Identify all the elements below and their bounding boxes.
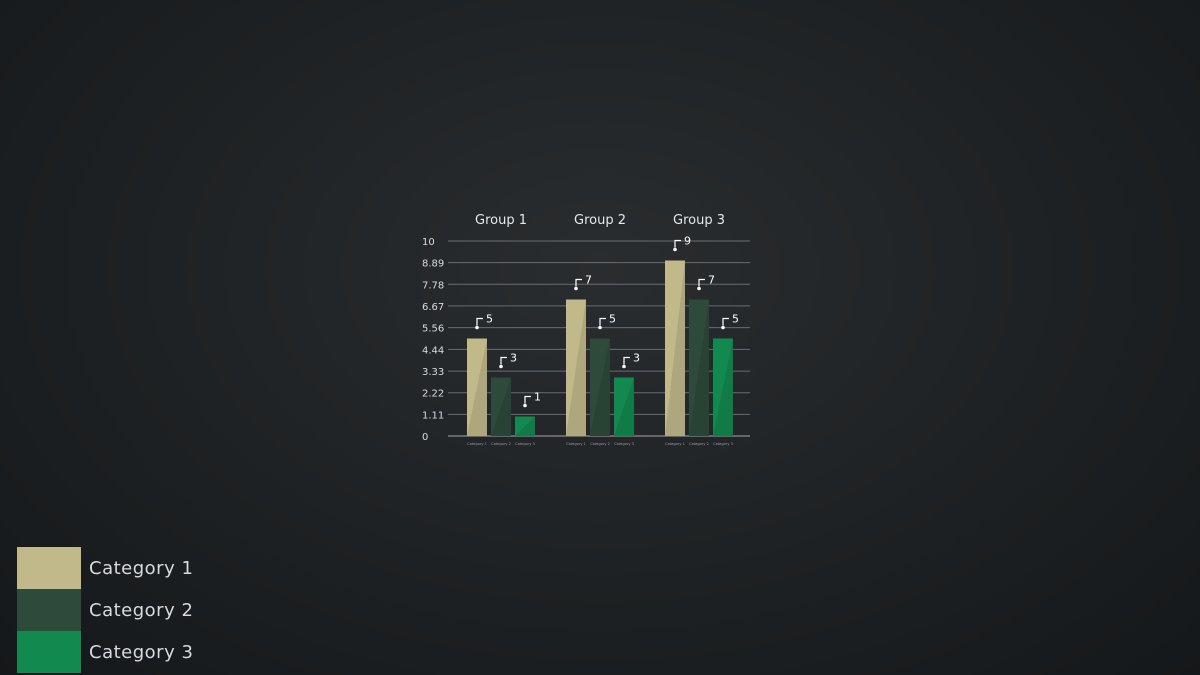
bar-shade (590, 338, 610, 436)
callout-line (500, 356, 507, 365)
bar-category-label: Category 3 (713, 442, 733, 446)
callout-line (476, 317, 483, 326)
y-tick-label: 6.67 (422, 302, 444, 313)
callout-dot (673, 247, 677, 252)
data-label: 5 (486, 313, 493, 326)
legend-swatch (17, 589, 81, 631)
bar-shade (665, 260, 685, 436)
y-tick-label: 1.11 (422, 410, 444, 421)
callout-dot (475, 325, 479, 330)
data-label: 3 (633, 352, 640, 365)
callout-dot (499, 364, 503, 369)
callout-line (674, 239, 681, 248)
bar-category-label: Category 1 (665, 442, 685, 446)
y-tick-label: 10 (422, 237, 435, 248)
callout-line (575, 278, 582, 287)
data-label: 9 (684, 235, 691, 248)
y-tick-label: 3.33 (422, 367, 444, 378)
callout-line (524, 395, 531, 404)
bar-shade (689, 299, 709, 436)
data-label: 3 (510, 352, 517, 365)
callout-dot (721, 325, 725, 330)
callout-line (623, 356, 630, 365)
callout-line (599, 317, 606, 326)
bar-shade (515, 416, 535, 436)
data-label: 7 (585, 274, 592, 287)
legend-item-category-1: Category 1 (17, 547, 193, 589)
y-tick-label: 4.44 (422, 345, 444, 356)
callout-dot (574, 286, 578, 291)
group-label: Group 1 (475, 213, 527, 228)
y-tick-label: 5.56 (422, 324, 444, 335)
bar-category-label: Category 2 (491, 442, 511, 446)
callout-line (698, 278, 705, 287)
bar-category-label: Category 3 (614, 442, 634, 446)
y-tick-label: 0 (422, 432, 428, 443)
bar-shade (614, 377, 634, 436)
bar-category-label: Category 2 (689, 442, 709, 446)
y-tick-label: 7.78 (422, 280, 444, 291)
legend-item-category-3: Category 3 (17, 631, 193, 673)
bar-category-label: Category 2 (590, 442, 610, 446)
legend-label: Category 3 (89, 641, 194, 663)
callout-dot (523, 403, 527, 408)
callout-dot (697, 286, 701, 291)
bar-shade (467, 338, 487, 436)
bar-shade (713, 338, 733, 436)
bar-shade (491, 377, 511, 436)
bar-category-label: Category 3 (515, 442, 535, 446)
legend-label: Category 1 (89, 557, 194, 579)
y-tick-label: 8.89 (422, 259, 444, 270)
callout-dot (598, 325, 602, 330)
y-tick-label: 2.22 (422, 389, 444, 400)
group-label: Group 3 (673, 213, 725, 228)
data-label: 5 (609, 313, 616, 326)
group-label: Group 2 (574, 213, 626, 228)
legend-swatch (17, 547, 81, 589)
data-label: 1 (534, 391, 541, 404)
data-label: 7 (708, 274, 715, 287)
legend-label: Category 2 (89, 599, 194, 621)
bar-shade (566, 299, 586, 436)
bar-category-label: Category 1 (566, 442, 586, 446)
callout-line (722, 317, 729, 326)
legend-item-category-2: Category 2 (17, 589, 193, 631)
chart-legend: Category 1 Category 2 Category 3 (17, 547, 193, 673)
legend-swatch (17, 631, 81, 673)
data-label: 5 (732, 313, 739, 326)
bar-category-label: Category 1 (467, 442, 487, 446)
callout-dot (622, 364, 626, 369)
